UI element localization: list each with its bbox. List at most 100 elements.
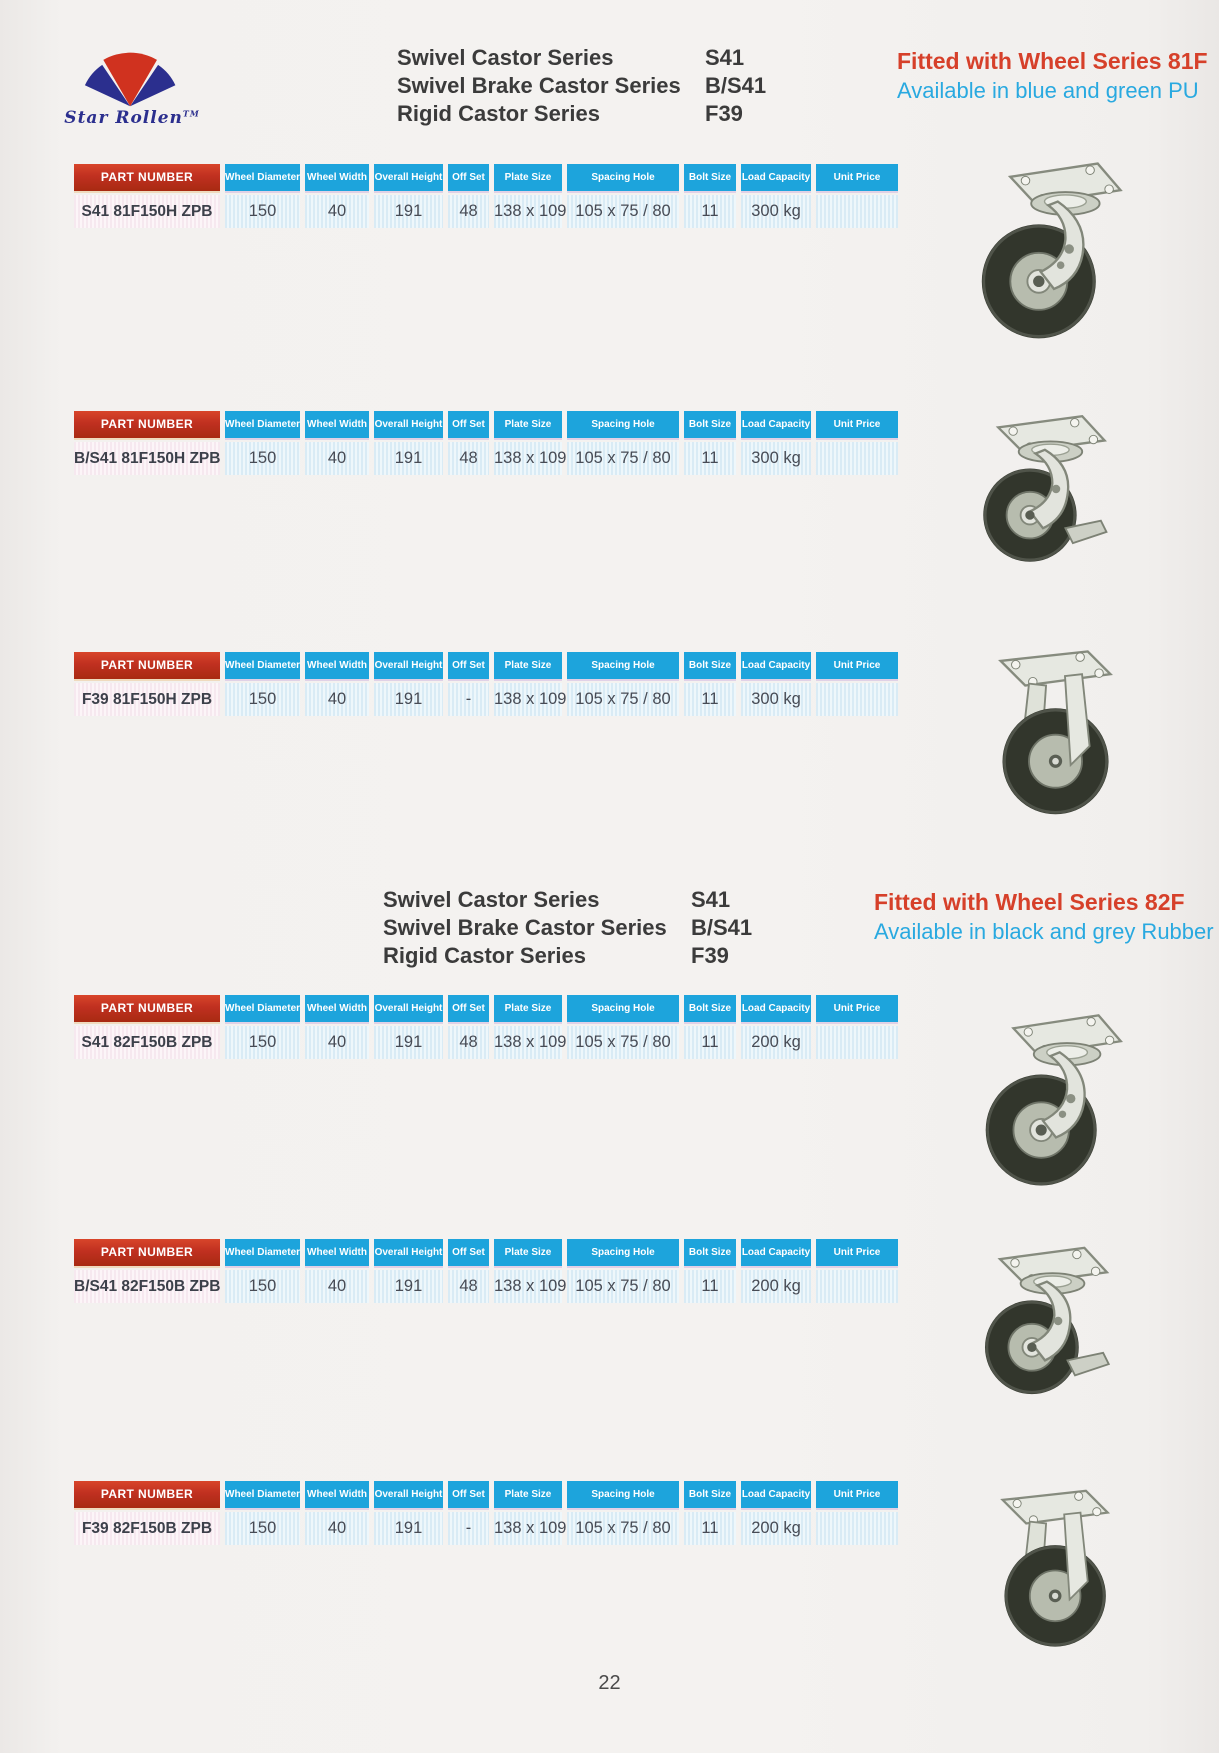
- wheel-availability-subtitle: Available in black and grey Rubber: [874, 919, 1214, 944]
- series-label: Swivel Castor Series: [397, 45, 614, 70]
- cell-part-number: S41 81F150H ZPB: [74, 195, 220, 228]
- hdr-overall-height: Overall Height: [374, 1481, 443, 1508]
- series-line: Swivel Brake Castor Series B/S41: [383, 914, 752, 942]
- hdr-load-capacity: Load Capacity: [741, 1239, 811, 1266]
- hdr-bolt-size: Bolt Size: [684, 1481, 736, 1508]
- series-code: S41: [705, 45, 745, 70]
- series-label: Rigid Castor Series: [397, 101, 600, 126]
- castor-photo-swivel-brake-81f: [968, 405, 1118, 573]
- hdr-spacing-hole: Spacing Hole: [567, 164, 679, 191]
- hdr-off-set: Off Set: [448, 1239, 489, 1266]
- hdr-wheel-width: Wheel Width: [305, 1239, 369, 1266]
- hdr-off-set: Off Set: [448, 164, 489, 191]
- series-line: Swivel Castor Series S41: [397, 44, 766, 72]
- logo-trademark: TM: [182, 108, 200, 119]
- hdr-plate-size: Plate Size: [494, 411, 562, 438]
- spec-table-row: S41 82F150B ZPB 150 40 191 48 138 x 109 …: [74, 1026, 898, 1059]
- series-code: S41: [691, 887, 731, 912]
- series-label: Swivel Castor Series: [383, 887, 600, 912]
- spec-table-row: B/S41 81F150H ZPB 150 40 191 48 138 x 10…: [74, 442, 898, 475]
- series-label: Swivel Brake Castor Series: [397, 73, 681, 98]
- hdr-load-capacity: Load Capacity: [741, 1481, 811, 1508]
- hdr-plate-size: Plate Size: [494, 164, 562, 191]
- hdr-part-number: PART NUMBER: [74, 995, 220, 1022]
- cell-overall-height: 191: [374, 1026, 443, 1059]
- cell-bolt-size: 11: [684, 195, 736, 228]
- cell-bolt-size: 11: [684, 1270, 736, 1303]
- hdr-load-capacity: Load Capacity: [741, 164, 811, 191]
- hdr-plate-size: Plate Size: [494, 1481, 562, 1508]
- cell-off-set: 48: [448, 1026, 489, 1059]
- hdr-wheel-width: Wheel Width: [305, 652, 369, 679]
- hdr-unit-price: Unit Price: [816, 411, 898, 438]
- cell-load-capacity: 200 kg: [741, 1512, 811, 1545]
- hdr-part-number: PART NUMBER: [74, 164, 220, 191]
- cell-load-capacity: 200 kg: [741, 1026, 811, 1059]
- cell-off-set: 48: [448, 442, 489, 475]
- wheel-series-title: Fitted with Wheel Series 81F: [897, 48, 1208, 74]
- cell-off-set: -: [448, 683, 489, 716]
- cell-wheel-diameter: 150: [225, 1026, 300, 1059]
- cell-part-number: S41 82F150B ZPB: [74, 1026, 220, 1059]
- hdr-unit-price: Unit Price: [816, 1481, 898, 1508]
- castor-photo-swivel-brake-82f: [970, 1236, 1120, 1406]
- spec-table-bs41-82f: PART NUMBER Wheel Diameter Wheel Width O…: [74, 1239, 898, 1303]
- cell-plate-size: 138 x 109: [494, 1270, 566, 1303]
- hdr-wheel-width: Wheel Width: [305, 164, 369, 191]
- series-code: B/S41: [691, 915, 753, 940]
- hdr-bolt-size: Bolt Size: [684, 164, 736, 191]
- hdr-bolt-size: Bolt Size: [684, 411, 736, 438]
- cell-part-number: F39 81F150H ZPB: [74, 683, 220, 716]
- hdr-unit-price: Unit Price: [816, 1239, 898, 1266]
- hdr-wheel-diameter: Wheel Diameter: [225, 995, 300, 1022]
- hdr-wheel-diameter: Wheel Diameter: [225, 411, 300, 438]
- cell-plate-size: 138 x 109: [494, 683, 566, 716]
- wheel-availability-subtitle: Available in blue and green PU: [897, 78, 1199, 103]
- spec-table-bs41-81f: PART NUMBER Wheel Diameter Wheel Width O…: [74, 411, 898, 475]
- cell-load-capacity: 300 kg: [741, 195, 811, 228]
- series-line: Rigid Castor Series F39: [383, 942, 752, 970]
- cell-load-capacity: 300 kg: [741, 442, 811, 475]
- spec-table-header: PART NUMBER Wheel Diameter Wheel Width O…: [74, 995, 898, 1022]
- hdr-bolt-size: Bolt Size: [684, 652, 736, 679]
- hdr-plate-size: Plate Size: [494, 1239, 562, 1266]
- series-code: F39: [691, 943, 729, 968]
- cell-bolt-size: 11: [684, 1512, 736, 1545]
- cell-overall-height: 191: [374, 1270, 443, 1303]
- castor-photo-swivel-81f: [978, 150, 1130, 350]
- cell-wheel-diameter: 150: [225, 1512, 300, 1545]
- spec-table-header: PART NUMBER Wheel Diameter Wheel Width O…: [74, 652, 898, 679]
- cell-part-number: B/S41 82F150B ZPB: [74, 1270, 220, 1303]
- spec-table-header: PART NUMBER Wheel Diameter Wheel Width O…: [74, 411, 898, 438]
- cell-plate-size: 138 x 109: [494, 442, 566, 475]
- hdr-part-number: PART NUMBER: [74, 1239, 220, 1266]
- hdr-load-capacity: Load Capacity: [741, 652, 811, 679]
- cell-wheel-width: 40: [305, 1026, 369, 1059]
- series-line: Swivel Castor Series S41: [383, 886, 752, 914]
- cell-overall-height: 191: [374, 1512, 443, 1545]
- spec-table-header: PART NUMBER Wheel Diameter Wheel Width O…: [74, 1239, 898, 1266]
- hdr-load-capacity: Load Capacity: [741, 995, 811, 1022]
- cell-unit-price: [816, 1026, 898, 1059]
- series-line: Rigid Castor Series F39: [397, 100, 766, 128]
- hdr-wheel-width: Wheel Width: [305, 995, 369, 1022]
- spec-table-header: PART NUMBER Wheel Diameter Wheel Width O…: [74, 1481, 898, 1508]
- fan-logo-icon: [84, 52, 176, 107]
- logo-brand-text: Star RollenTM: [64, 108, 200, 128]
- page-number: 22: [598, 1672, 621, 1694]
- series-heading-1: Swivel Castor Series S41 Swivel Brake Ca…: [397, 44, 766, 128]
- hdr-part-number: PART NUMBER: [74, 1481, 220, 1508]
- spec-table-row: S41 81F150H ZPB 150 40 191 48 138 x 109 …: [74, 195, 898, 228]
- hdr-part-number: PART NUMBER: [74, 652, 220, 679]
- hdr-spacing-hole: Spacing Hole: [567, 652, 679, 679]
- hdr-unit-price: Unit Price: [816, 652, 898, 679]
- hdr-off-set: Off Set: [448, 411, 489, 438]
- cell-wheel-diameter: 150: [225, 195, 300, 228]
- spec-table-row: F39 82F150B ZPB 150 40 191 - 138 x 109 1…: [74, 1512, 898, 1545]
- cell-overall-height: 191: [374, 442, 443, 475]
- spec-table-f39-82f: PART NUMBER Wheel Diameter Wheel Width O…: [74, 1481, 898, 1545]
- cell-unit-price: [816, 683, 898, 716]
- hdr-overall-height: Overall Height: [374, 164, 443, 191]
- hdr-spacing-hole: Spacing Hole: [567, 411, 679, 438]
